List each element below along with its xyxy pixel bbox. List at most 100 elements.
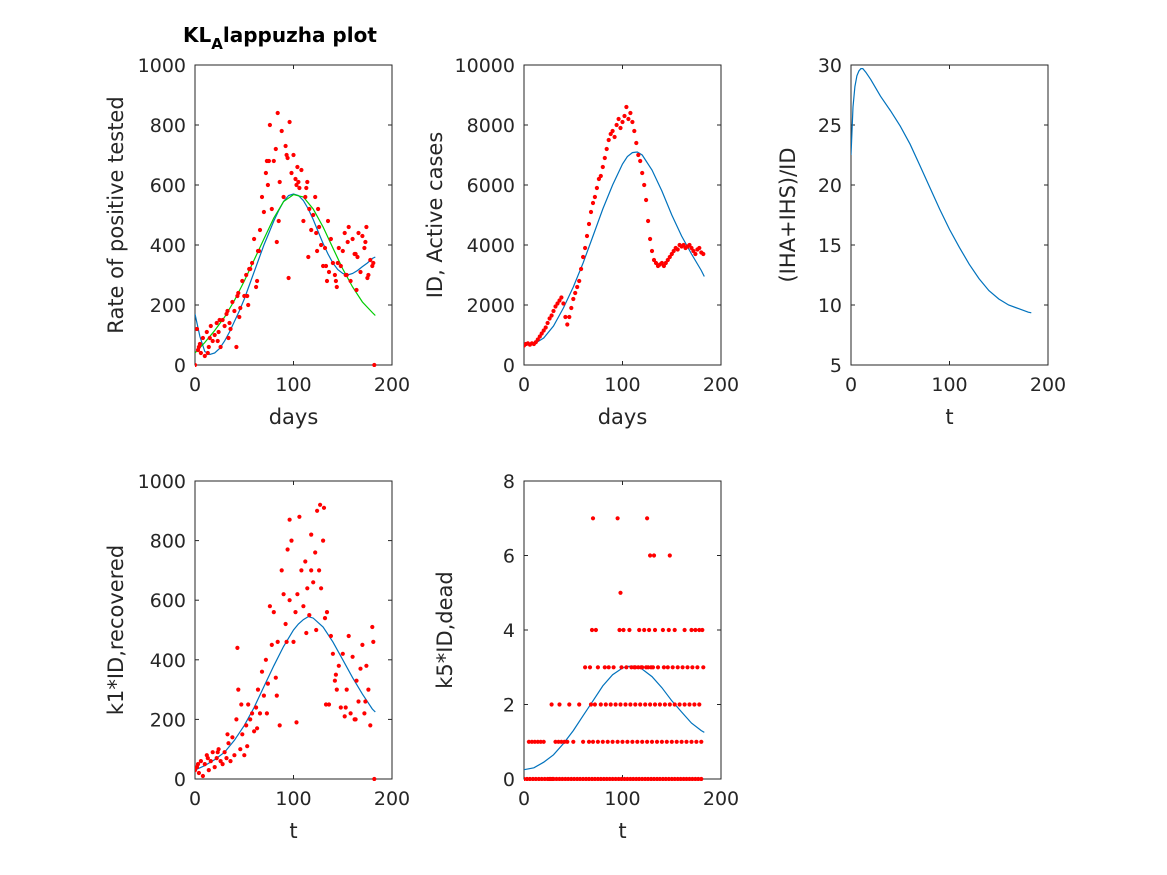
data-point xyxy=(539,331,544,336)
data-point xyxy=(225,308,230,314)
data-point xyxy=(222,750,227,755)
data-point xyxy=(295,164,300,170)
data-point xyxy=(623,702,628,707)
data-point xyxy=(225,732,230,737)
data-point xyxy=(630,739,635,744)
y-tick-label: 25 xyxy=(818,115,842,137)
data-point xyxy=(600,164,605,170)
data-point xyxy=(538,739,543,744)
data-point xyxy=(214,756,219,761)
y-axis-label: (IHA+IHS)/ID xyxy=(776,147,800,282)
data-point xyxy=(566,776,571,781)
data-point xyxy=(214,320,219,326)
data-point xyxy=(263,657,268,662)
data-point xyxy=(646,218,651,224)
data-point xyxy=(583,665,588,670)
data-point xyxy=(250,711,255,716)
data-point xyxy=(550,776,555,781)
x-tick-label: 0 xyxy=(189,374,201,396)
data-point xyxy=(234,717,239,722)
data-point xyxy=(293,176,298,182)
data-point xyxy=(322,245,328,251)
data-point xyxy=(573,290,578,296)
data-point xyxy=(672,776,677,781)
y-tick-label: 0 xyxy=(503,355,515,377)
data-point xyxy=(325,218,331,224)
data-point xyxy=(274,239,279,245)
data-point xyxy=(620,739,625,744)
data-point xyxy=(315,508,320,513)
data-point xyxy=(563,314,568,320)
data-point xyxy=(264,158,269,164)
y-tick-label: 0 xyxy=(503,769,515,791)
data-point xyxy=(307,206,312,212)
data-point xyxy=(643,702,648,707)
x-tick-label: 0 xyxy=(845,374,857,396)
data-point xyxy=(227,320,232,326)
y-tick-label: 4000 xyxy=(467,235,515,257)
data-point xyxy=(659,739,665,744)
data-point xyxy=(287,598,292,603)
y-axis-label: k5*ID,dead xyxy=(433,571,457,689)
data-point xyxy=(255,726,260,731)
data-point xyxy=(275,110,280,116)
data-point xyxy=(311,212,316,218)
data-point xyxy=(195,762,201,767)
y-tick-label: 400 xyxy=(150,235,186,257)
data-point xyxy=(247,266,252,272)
data-point xyxy=(529,739,535,744)
y-tick-label: 30 xyxy=(818,55,842,77)
data-point xyxy=(208,323,213,329)
data-point xyxy=(588,702,594,707)
data-point xyxy=(617,627,622,633)
data-point xyxy=(559,739,564,744)
data-point xyxy=(545,320,550,326)
data-point xyxy=(590,516,596,521)
y-tick-label: 8000 xyxy=(467,115,515,137)
data-point xyxy=(625,739,630,744)
data-point xyxy=(633,665,638,670)
data-point xyxy=(196,770,201,776)
data-point xyxy=(586,776,592,781)
data-point xyxy=(265,182,270,188)
data-point xyxy=(614,122,619,128)
data-point xyxy=(323,263,329,269)
data-point xyxy=(297,514,302,519)
data-point xyxy=(633,702,638,707)
data-point xyxy=(289,538,294,543)
data-point xyxy=(559,295,564,300)
data-point xyxy=(648,702,653,707)
data-point xyxy=(314,627,319,633)
y-tick-label: 1000 xyxy=(138,471,186,493)
data-point xyxy=(598,173,603,179)
y-tick-label: 4 xyxy=(503,620,515,642)
x-tick-label: 100 xyxy=(604,788,640,810)
data-point xyxy=(554,776,559,781)
x-tick-label: 200 xyxy=(1030,374,1066,396)
data-point xyxy=(296,179,301,185)
data-point xyxy=(356,699,361,704)
data-point xyxy=(242,293,247,299)
data-point xyxy=(286,275,291,281)
data-point xyxy=(273,675,278,680)
data-point xyxy=(621,627,626,633)
data-point xyxy=(321,263,326,269)
y-tick-label: 10000 xyxy=(455,55,515,77)
subplot-recovered: 0 100 200 0 200 400 600 800 1000 t k1*ID,recovered xyxy=(104,471,410,843)
data-point xyxy=(677,702,682,707)
data-point xyxy=(645,516,650,521)
data-point xyxy=(639,665,644,670)
x-tick-label: 0 xyxy=(518,374,530,396)
data-point xyxy=(694,739,699,744)
data-point xyxy=(324,610,330,615)
data-point xyxy=(701,251,706,257)
data-point xyxy=(226,741,231,746)
data-point xyxy=(284,152,289,158)
data-point xyxy=(640,739,645,744)
data-point xyxy=(362,245,367,251)
data-point xyxy=(303,194,308,200)
data-point xyxy=(330,260,335,266)
data-point xyxy=(541,328,546,333)
data-point xyxy=(274,693,279,698)
data-point xyxy=(205,756,210,761)
